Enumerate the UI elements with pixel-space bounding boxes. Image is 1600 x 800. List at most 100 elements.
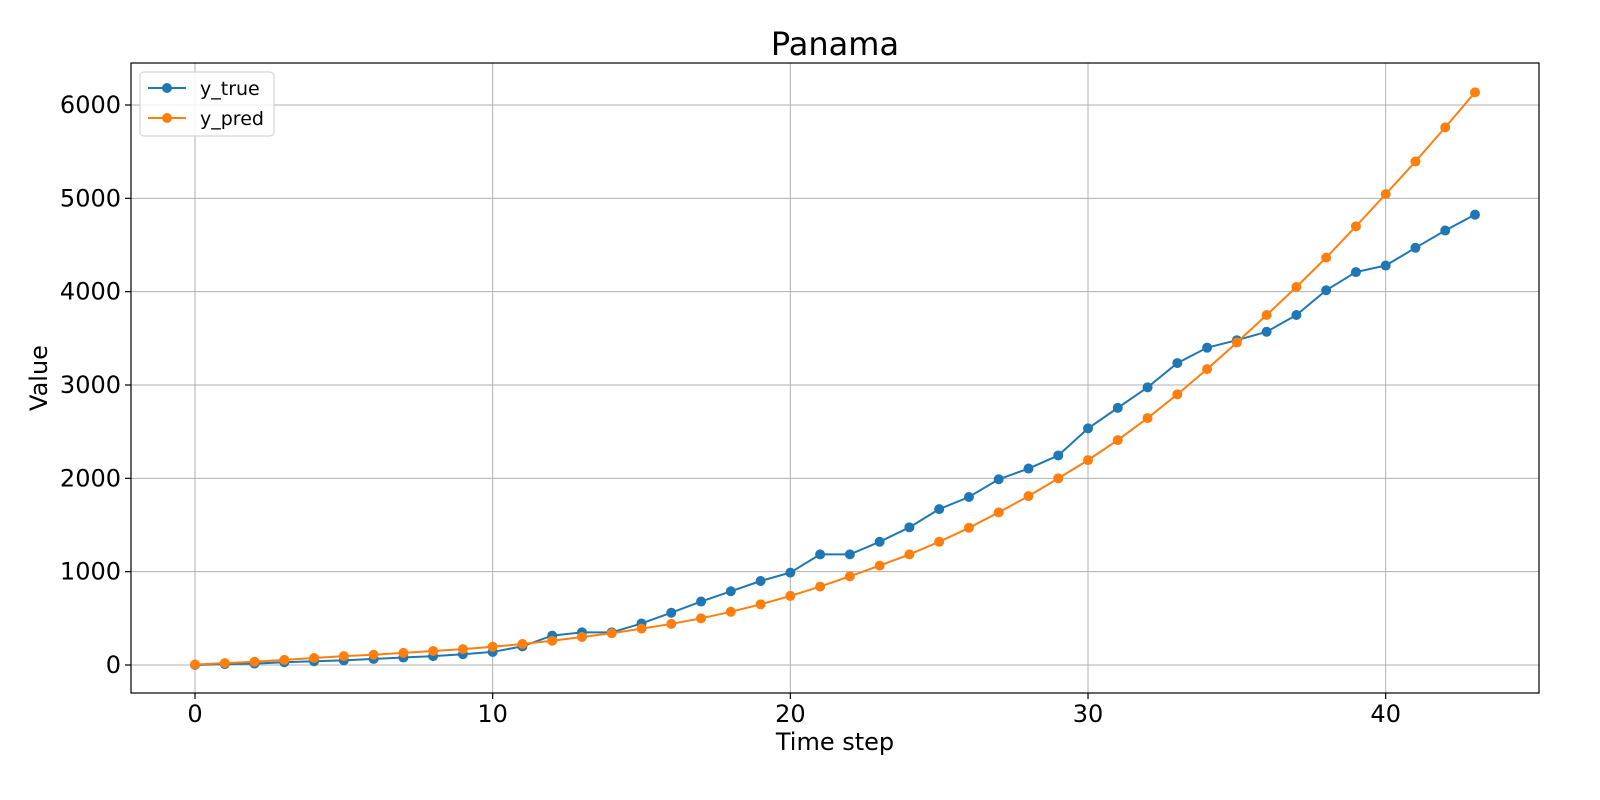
data-point-y-true [1470,209,1480,220]
data-point-y-pred [190,659,200,670]
data-point-y-true [934,504,945,515]
data-point-y-pred [963,522,974,533]
data-point-y-pred [1321,252,1332,263]
data-point-y-true [1261,326,1272,337]
data-point-y-pred [219,658,230,669]
data-point-y-pred [517,639,528,649]
data-point-y-true [725,586,736,597]
x-tick-label: 20 [775,700,806,728]
data-point-y-pred [338,651,349,662]
data-point-y-pred [1410,156,1421,167]
y-axis-label: Value [25,345,53,411]
plot-frame [130,62,1540,694]
y-tick-label: 1000 [60,558,121,586]
y-tick-label: 0 [106,651,121,679]
x-tick-label: 40 [1370,700,1401,728]
data-point-y-pred [1112,435,1123,446]
data-point-y-pred [1231,337,1242,348]
data-point-y-true [1172,358,1183,369]
data-point-y-pred [487,641,498,652]
y-tick-label: 4000 [60,278,121,306]
data-point-y-true [755,576,766,586]
series-line-y-true [194,213,1476,666]
data-point-y-pred [606,628,617,639]
data-point-y-pred [1142,413,1153,424]
data-point-y-true [963,492,974,502]
data-point-y-pred [1291,282,1302,292]
data-point-y-pred [1440,122,1451,133]
data-point-y-pred [666,618,677,629]
series-y-true [190,209,1480,670]
data-point-y-pred [1172,389,1183,400]
y-tick-label: 2000 [60,464,121,492]
data-point-y-pred [398,647,409,658]
data-point-y-pred [904,549,915,560]
data-point-y-pred [1023,491,1034,502]
data-point-y-true [1440,225,1451,236]
legend: y_true y_pred [139,71,275,137]
data-point-y-pred [457,644,468,655]
data-point-y-pred [844,571,855,582]
x-axis-label: Time step [775,728,894,756]
data-point-y-pred [576,632,587,642]
data-point-y-pred [1470,87,1480,98]
data-point-y-true [904,522,915,533]
data-point-y-true [815,549,826,560]
data-point-y-pred [279,654,290,665]
data-point-y-true [1380,260,1391,271]
data-point-y-pred [547,635,558,646]
data-point-y-pred [785,590,796,601]
data-point-y-true [1023,463,1034,474]
data-point-y-pred [1202,364,1213,375]
data-point-y-pred [755,599,766,610]
data-point-y-true [874,536,885,547]
series-line-y-pred [194,91,1476,666]
data-point-y-true [1142,382,1153,393]
legend-marker-y-pred [162,113,172,123]
x-tick-label: 10 [477,700,508,728]
data-point-y-pred [428,646,439,656]
legend-marker-y-true [162,83,172,93]
data-point-y-true [666,607,677,618]
data-point-y-pred [874,560,885,571]
data-point-y-true [993,474,1004,485]
x-tick-label: 0 [187,700,202,728]
data-point-y-pred [696,613,707,624]
data-point-y-pred [815,581,826,592]
axis-ticks: 0 10 20 30 40 0 1000 2000 3000 4000 5000 6000 [60,91,1401,728]
data-point-y-pred [636,623,647,634]
series-y-pred [190,87,1480,670]
data-point-y-true [1083,423,1094,434]
grid [131,63,1539,693]
data-point-y-true [785,567,796,578]
data-point-y-true [1350,267,1361,278]
data-point-y-pred [249,656,260,667]
data-point-y-true [844,549,855,560]
data-point-y-true [696,596,707,607]
x-tick-label: 30 [1073,700,1104,728]
data-point-y-pred [1053,473,1064,484]
legend-label-y-pred: y_pred [200,108,264,130]
series-group [190,87,1480,670]
data-point-y-pred [1261,310,1272,320]
data-point-y-true [1053,450,1064,461]
data-point-y-pred [309,653,320,663]
data-point-y-true [1112,402,1123,413]
data-point-y-true [1202,342,1213,353]
data-point-y-pred [368,649,379,660]
data-point-y-pred [1350,221,1361,232]
data-point-y-pred [1380,189,1391,200]
data-point-y-pred [725,606,736,617]
data-point-y-true [1291,310,1302,320]
data-point-y-pred [993,507,1004,518]
y-tick-label: 6000 [60,91,121,119]
data-point-y-true [1321,285,1332,296]
y-tick-label: 3000 [60,371,121,399]
legend-label-y-true: y_true [200,78,260,100]
y-tick-label: 5000 [60,184,121,212]
data-point-y-pred [1083,455,1094,466]
chart-title: Panama [771,25,899,63]
data-point-y-true [1410,242,1421,253]
data-point-y-pred [934,536,945,547]
